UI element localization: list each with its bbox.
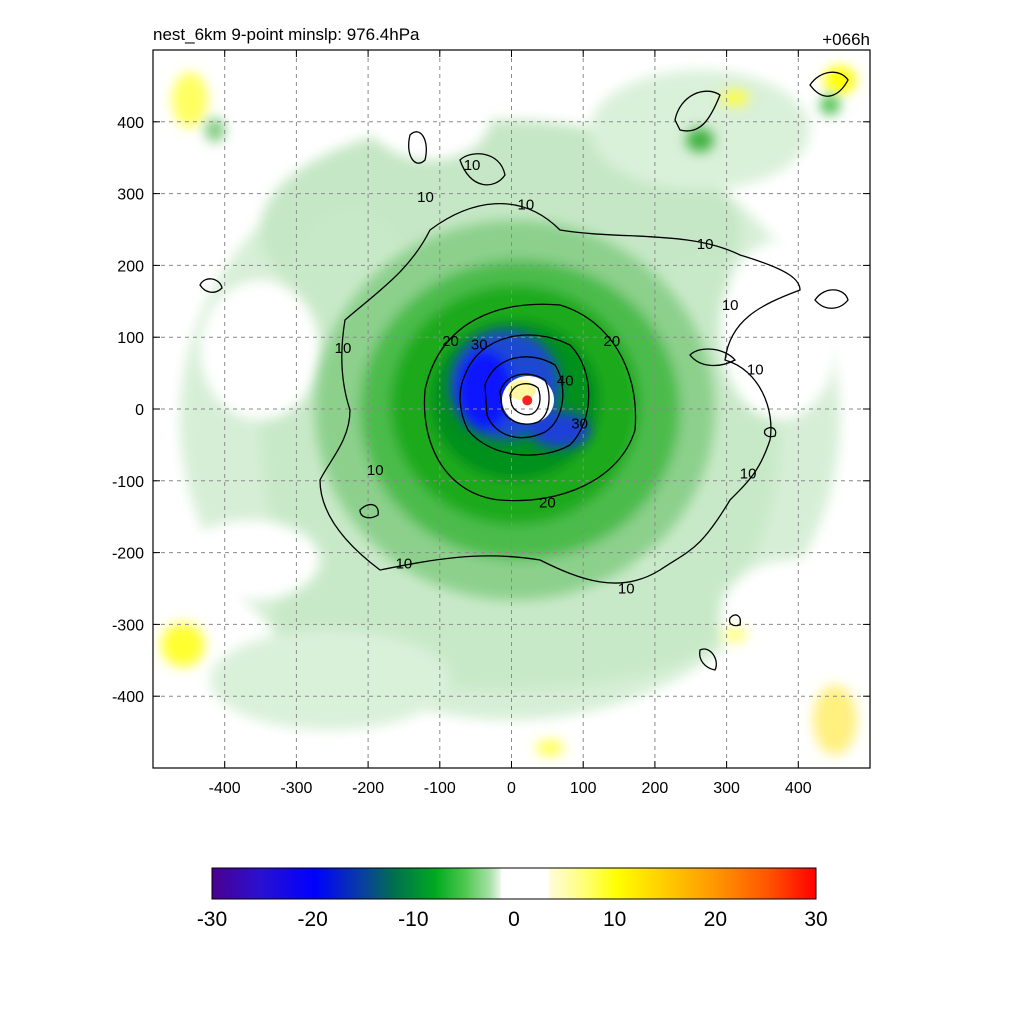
contour-label: 40 — [557, 372, 574, 389]
wind-field-heatmap: 10 10 10 10 10 10 10 10 10 10 10 20 20 20 30 30 40 — [153, 50, 870, 768]
colorbar-tick-label: 20 — [704, 908, 727, 931]
colorbar-ticks: -30 -20 -10 0 10 20 30 — [197, 908, 828, 931]
y-tick-label: 0 — [135, 402, 144, 419]
contour-label: 10 — [740, 466, 757, 483]
colorbar-tick-label: -10 — [398, 908, 428, 931]
contour-label: 10 — [464, 157, 481, 174]
y-axis: -400 -300 -200 -100 0 100 200 300 400 — [112, 115, 870, 706]
contour-label: 10 — [396, 555, 413, 572]
x-tick-label: 200 — [642, 780, 669, 797]
contour-label: 10 — [618, 581, 635, 598]
colorbar-tick-label: 30 — [804, 908, 827, 931]
colorbar-tick-label: 0 — [508, 908, 520, 931]
contour-label: 20 — [604, 333, 621, 350]
contour-label: 10 — [367, 462, 384, 479]
contour-label: 10 — [417, 189, 434, 206]
x-tick-label: 100 — [570, 780, 597, 797]
y-tick-label: -400 — [112, 689, 144, 706]
colorbar-tick-label: 10 — [603, 908, 626, 931]
storm-center-marker — [522, 395, 533, 406]
y-tick-label: 300 — [117, 187, 144, 204]
contour-label: 10 — [517, 196, 534, 213]
colorbar-tick-label: -20 — [297, 908, 327, 931]
y-tick-label: 200 — [117, 258, 144, 275]
y-tick-label: -300 — [112, 617, 144, 634]
contour-label: 20 — [539, 494, 556, 511]
y-tick-label: 400 — [117, 115, 144, 132]
contour-label: 10 — [335, 340, 352, 357]
isotach-contours — [199, 71, 849, 671]
contour-label-layer: 10 10 10 10 10 10 10 10 10 10 10 20 20 20 30 30 40 — [335, 157, 764, 598]
y-tick-label: -100 — [112, 474, 144, 491]
x-tick-label: -100 — [424, 780, 456, 797]
x-tick-label: 0 — [507, 780, 516, 797]
x-tick-label: -400 — [209, 780, 241, 797]
contour-label: 20 — [442, 333, 459, 350]
x-axis: -400 -300 -200 -100 0 100 200 300 400 — [209, 50, 812, 797]
x-tick-label: -300 — [280, 780, 312, 797]
y-tick-label: 100 — [117, 330, 144, 347]
contour-label: 10 — [722, 297, 739, 314]
x-tick-label: 400 — [785, 780, 812, 797]
contour-label: 10 — [697, 236, 714, 253]
contour-label: 30 — [471, 336, 488, 353]
colorbar: -30 -20 -10 0 10 20 30 — [197, 867, 828, 931]
y-tick-label: -200 — [112, 546, 144, 563]
contour-label: 30 — [571, 415, 588, 432]
x-tick-label: 300 — [713, 780, 740, 797]
chart-title: nest_6km 9-point minslp: 976.4hPa — [153, 25, 420, 44]
colorbar-gradient — [211, 867, 817, 900]
forecast-hour: +066h — [822, 30, 870, 49]
x-tick-label: -200 — [352, 780, 384, 797]
contour-label: 10 — [747, 362, 764, 379]
colorbar-tick-label: -30 — [197, 908, 227, 931]
